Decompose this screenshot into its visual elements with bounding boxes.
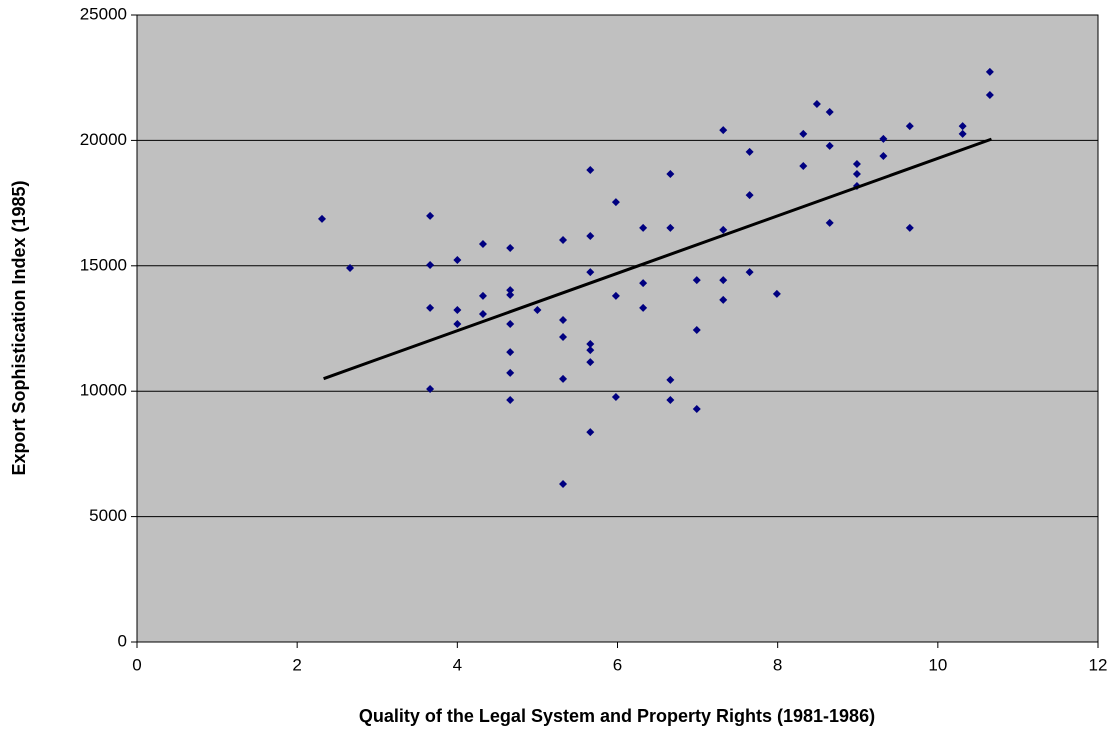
point — [426, 303, 435, 312]
point — [879, 151, 888, 160]
x-tick-label: 6 — [613, 655, 622, 674]
point — [586, 268, 595, 277]
point — [719, 276, 728, 285]
point — [478, 239, 487, 248]
point — [506, 286, 515, 295]
point — [985, 91, 994, 100]
y-tick-label: 0 — [118, 631, 127, 650]
point — [586, 428, 595, 437]
point — [745, 191, 754, 200]
point — [559, 235, 568, 244]
point — [559, 479, 568, 488]
point — [611, 198, 620, 207]
point — [478, 309, 487, 318]
point — [611, 291, 620, 300]
point — [666, 170, 675, 179]
point — [879, 134, 888, 143]
point — [586, 165, 595, 174]
y-tick-label: 5000 — [89, 506, 127, 525]
x-tick-label: 12 — [1089, 655, 1108, 674]
point — [825, 141, 834, 150]
point — [639, 303, 648, 312]
point — [825, 218, 834, 227]
point — [586, 358, 595, 367]
point — [506, 243, 515, 252]
point — [772, 289, 781, 298]
point — [478, 291, 487, 300]
y-tick-label: 10000 — [80, 381, 127, 400]
point — [346, 264, 355, 273]
point — [692, 405, 701, 414]
point — [559, 333, 568, 342]
point — [905, 223, 914, 232]
point — [586, 231, 595, 240]
x-tick-label: 8 — [773, 655, 782, 674]
point — [852, 159, 861, 168]
point — [611, 392, 620, 401]
point — [666, 375, 675, 384]
point — [825, 108, 834, 117]
point — [799, 161, 808, 170]
point — [639, 279, 648, 288]
point — [812, 100, 821, 109]
point — [852, 170, 861, 179]
point — [506, 368, 515, 377]
point — [426, 384, 435, 393]
point — [799, 129, 808, 138]
point — [506, 348, 515, 357]
point — [506, 319, 515, 328]
x-tick-label: 4 — [453, 655, 462, 674]
point — [506, 395, 515, 404]
point — [559, 374, 568, 383]
trend-line — [323, 137, 992, 381]
point — [453, 256, 462, 265]
point — [905, 122, 914, 131]
point — [719, 295, 728, 304]
point — [453, 305, 462, 314]
y-tick-label: 20000 — [80, 130, 127, 149]
point — [586, 346, 595, 355]
point — [426, 261, 435, 270]
point — [506, 290, 515, 299]
y-axis-title: Export Sophistication Index (1985) — [9, 180, 29, 475]
point — [666, 395, 675, 404]
point — [586, 340, 595, 349]
point — [958, 122, 967, 131]
point — [666, 223, 675, 232]
y-tick-label: 15000 — [80, 255, 127, 274]
x-tick-label: 10 — [928, 655, 947, 674]
point — [985, 67, 994, 76]
point — [692, 326, 701, 335]
point — [745, 268, 754, 277]
point — [719, 126, 728, 135]
point — [533, 305, 542, 314]
x-tick-label: 2 — [292, 655, 301, 674]
point — [317, 214, 326, 223]
point — [559, 315, 568, 324]
point — [426, 211, 435, 220]
point — [958, 129, 967, 138]
x-axis-title: Quality of the Legal System and Property… — [359, 706, 875, 726]
point — [745, 147, 754, 156]
point — [719, 225, 728, 234]
point — [692, 276, 701, 285]
x-tick-label: 0 — [132, 655, 141, 674]
y-tick-label: 25000 — [80, 4, 127, 23]
point — [639, 223, 648, 232]
point — [453, 319, 462, 328]
plot-area — [136, 14, 1099, 643]
